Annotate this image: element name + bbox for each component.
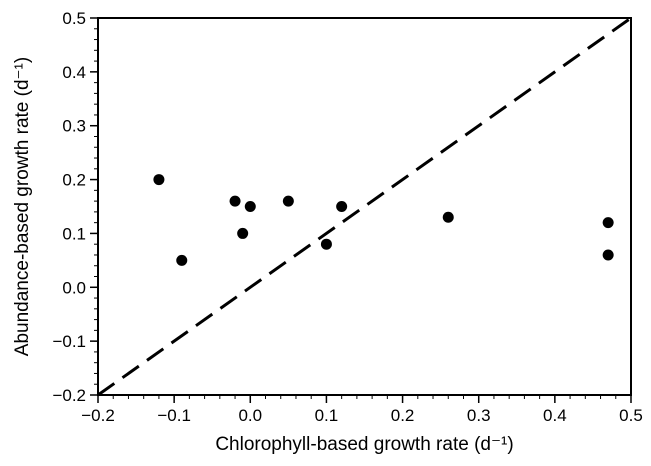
ticks-layer: −0.2 −0.1 0.0 0.1 0.2 0.3 0.4 0.5 −0.2 −0.1 0.0 0.1…: [52, 9, 642, 425]
y-tick-label: 0.2: [62, 171, 86, 190]
data-point: [229, 195, 241, 207]
x-tick-label: 0.4: [543, 406, 567, 425]
data-point: [153, 174, 165, 186]
x-tick-label: 0.1: [315, 406, 339, 425]
x-tick-label: 0.3: [467, 406, 491, 425]
x-tick-label: 0.0: [238, 406, 262, 425]
y-axis-title: Abundance-based growth rate (d⁻¹): [12, 57, 33, 356]
x-tick-label: −0.2: [81, 406, 115, 425]
data-point: [336, 201, 348, 212]
y-tick-label: 0.1: [62, 224, 86, 243]
y-tick-label: −0.1: [52, 332, 86, 351]
x-tick-label: 0.2: [391, 406, 415, 425]
x-axis-title: Chlorophyll-based growth rate (d⁻¹): [215, 434, 513, 455]
x-tick-label: −0.1: [157, 406, 191, 425]
y-tick-label: 0.4: [62, 63, 86, 82]
y-tick-label: 0.0: [62, 278, 86, 297]
x-tick-label: 0.5: [619, 406, 643, 425]
data-point: [176, 254, 188, 266]
one-to-one-dashed-line: [97, 16, 632, 397]
data-point: [602, 249, 614, 261]
y-tick-label: 0.3: [62, 117, 86, 136]
data-point: [320, 238, 332, 250]
plot-frame: [97, 17, 632, 396]
y-tick-label: −0.2: [52, 386, 86, 405]
data-point: [602, 217, 614, 229]
data-point: [282, 195, 294, 207]
reference-line-layer: [97, 16, 632, 397]
data-point: [237, 227, 249, 239]
points-layer: [153, 174, 614, 266]
data-point: [244, 201, 256, 212]
data-point: [442, 211, 454, 223]
y-tick-label: 0.5: [62, 9, 86, 28]
